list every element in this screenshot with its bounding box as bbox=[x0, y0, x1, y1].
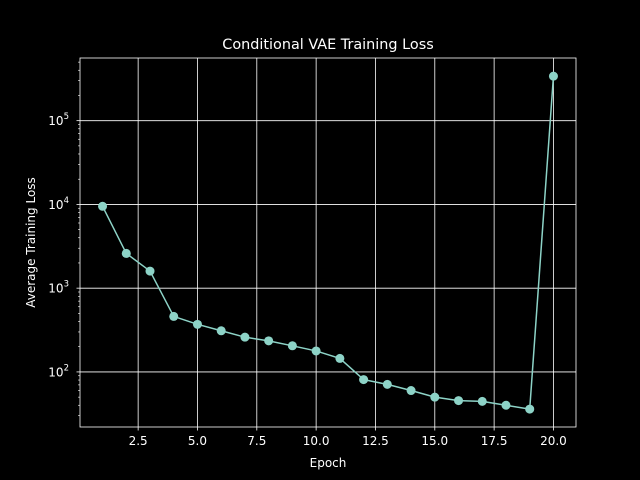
data-point bbox=[311, 346, 321, 356]
x-axis-label: Epoch bbox=[310, 456, 347, 470]
data-point bbox=[240, 332, 250, 342]
data-point bbox=[145, 266, 155, 276]
data-point bbox=[169, 311, 179, 321]
data-point bbox=[359, 375, 369, 385]
data-point bbox=[525, 404, 535, 414]
data-point bbox=[406, 386, 416, 396]
data-point bbox=[430, 392, 440, 402]
y-tick-label: 103 bbox=[48, 280, 69, 296]
x-tick-label: 12.5 bbox=[362, 434, 389, 448]
data-point bbox=[382, 379, 392, 389]
grid bbox=[80, 58, 576, 427]
data-point bbox=[121, 248, 131, 258]
chart-title: Conditional VAE Training Loss bbox=[222, 37, 433, 53]
y-tick-label: 102 bbox=[48, 363, 69, 379]
x-tick-label: 15.0 bbox=[421, 434, 448, 448]
data-point bbox=[264, 336, 274, 346]
data-point bbox=[98, 201, 108, 211]
y-tick-label: 104 bbox=[48, 196, 69, 212]
data-point bbox=[501, 400, 511, 410]
data-point bbox=[192, 319, 202, 329]
x-tick-label: 2.5 bbox=[129, 434, 148, 448]
x-tick-label: 10.0 bbox=[303, 434, 330, 448]
x-tick-label: 5.0 bbox=[188, 434, 207, 448]
data-point bbox=[216, 326, 226, 336]
series-line-group bbox=[98, 71, 558, 414]
y-axis-label: Average Training Loss bbox=[24, 177, 38, 308]
x-tick-label: 17.5 bbox=[481, 434, 508, 448]
ticks: 2.5 5.0 7.5 10.0 12.5 15.0 17.5 20.0 102 103 104 10… bbox=[48, 61, 567, 448]
x-tick-label: 7.5 bbox=[247, 434, 266, 448]
plot-frame bbox=[79, 57, 577, 428]
x-tick-label: 20.0 bbox=[540, 434, 567, 448]
data-point bbox=[454, 396, 464, 406]
y-tick-label: 105 bbox=[48, 112, 69, 128]
data-point bbox=[287, 341, 297, 351]
data-point bbox=[548, 71, 558, 81]
data-point bbox=[477, 396, 487, 406]
data-point bbox=[335, 353, 345, 363]
